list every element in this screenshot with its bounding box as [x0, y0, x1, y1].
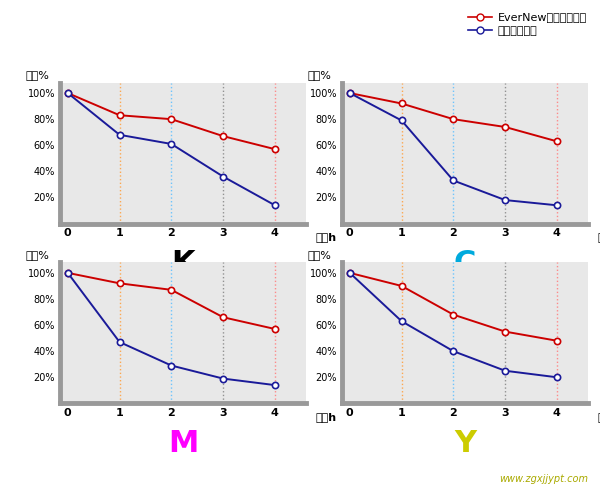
Text: C: C — [454, 249, 476, 278]
Text: 时间h: 时间h — [316, 232, 337, 242]
Text: 色値%: 色値% — [26, 250, 49, 260]
Text: Y: Y — [454, 429, 476, 458]
Legend: EverNew耗光染料婨水, 同类染料婨水: EverNew耗光染料婨水, 同类染料婨水 — [463, 8, 592, 40]
Text: 时间h: 时间h — [598, 412, 600, 422]
Text: K: K — [171, 249, 195, 278]
Text: 时间h: 时间h — [316, 412, 337, 422]
Text: 时间h: 时间h — [598, 232, 600, 242]
Text: 色値%: 色値% — [308, 70, 331, 80]
Text: 色値%: 色値% — [26, 70, 49, 80]
Text: 色値%: 色値% — [308, 250, 331, 260]
Text: www.zgxjjypt.com: www.zgxjjypt.com — [499, 473, 588, 484]
Text: M: M — [168, 429, 198, 458]
